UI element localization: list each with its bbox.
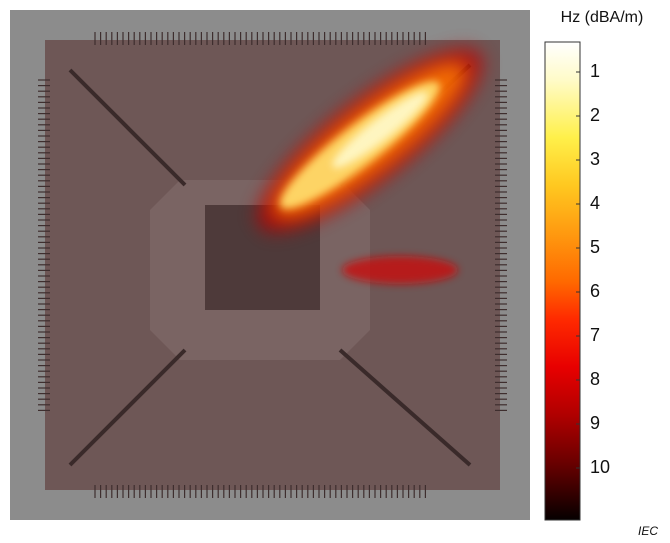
tick-label: 3 (590, 149, 600, 169)
tick-label: 6 (590, 281, 600, 301)
figure: Hz (dBA/m) 1 2 3 4 5 6 7 8 9 10 IEC (0, 0, 670, 543)
tick-label: 8 (590, 369, 600, 389)
tick-label: 9 (590, 413, 600, 433)
colorbar-title: Hz (dBA/m) (561, 9, 644, 26)
tick-label: 1 (590, 61, 600, 81)
colorbar (545, 42, 580, 520)
colorbar-ticks: 1 2 3 4 5 6 7 8 9 10 (576, 61, 610, 477)
tick-label: 7 (590, 325, 600, 345)
tick-label: 10 (590, 457, 610, 477)
tick-label: 2 (590, 105, 600, 125)
tick-label: 4 (590, 193, 600, 213)
tick-label: 5 (590, 237, 600, 257)
credit: IEC (638, 524, 658, 538)
scan-image (10, 10, 530, 520)
